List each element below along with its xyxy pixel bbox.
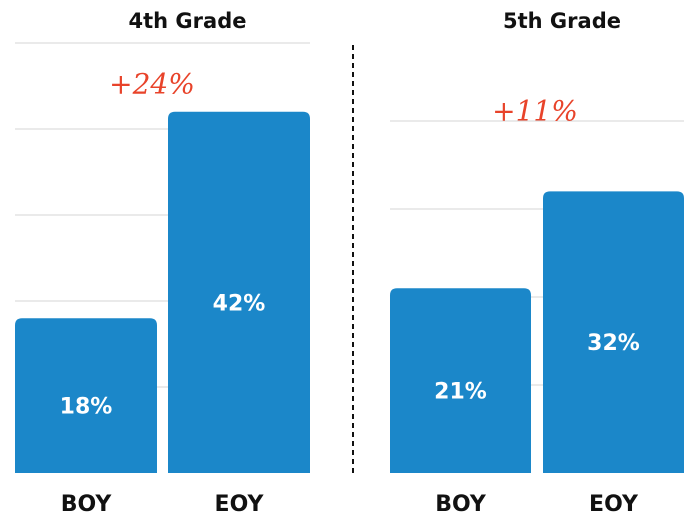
chart-title: 5th Grade bbox=[503, 9, 621, 33]
chart-title: 4th Grade bbox=[129, 9, 247, 33]
bar bbox=[390, 288, 531, 473]
annotation: +11% bbox=[492, 95, 578, 128]
bar bbox=[543, 191, 684, 473]
value-label: 21% bbox=[434, 380, 487, 405]
x-tick-label: EOY bbox=[215, 492, 265, 516]
value-label: 32% bbox=[587, 331, 640, 356]
x-tick-label: BOY bbox=[435, 492, 487, 516]
value-label: 18% bbox=[60, 395, 113, 420]
x-tick-label: EOY bbox=[589, 492, 639, 516]
bar bbox=[15, 318, 157, 473]
x-tick-label: BOY bbox=[61, 492, 113, 516]
value-label: 42% bbox=[213, 291, 266, 316]
annotation: +24% bbox=[109, 68, 195, 101]
bar bbox=[168, 111, 310, 474]
